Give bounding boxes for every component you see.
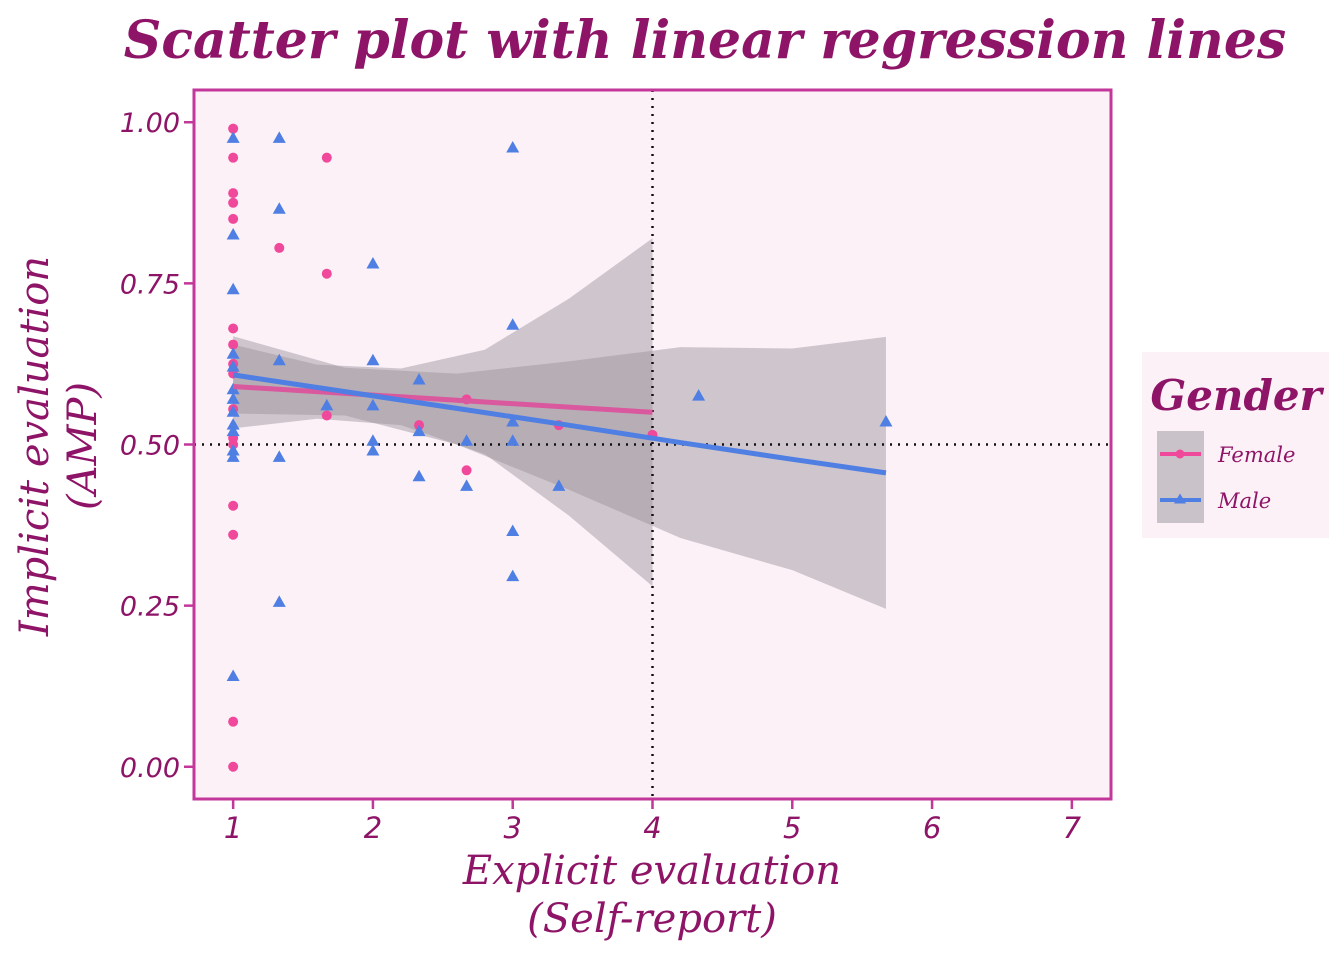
confidence-ribbon-male	[233, 336, 886, 609]
reference-lines	[194, 90, 1111, 799]
data-point-female	[228, 213, 239, 224]
data-point-female	[228, 197, 239, 208]
y-tick-label: 0.75	[120, 269, 180, 300]
confidence-ribbons	[233, 238, 886, 609]
data-point-male	[226, 282, 240, 295]
data-point-male	[692, 389, 706, 401]
data-point-male	[366, 398, 380, 411]
data-point-male	[226, 131, 240, 143]
data-point-male	[412, 469, 426, 482]
y-tick-label: 0.25	[120, 592, 180, 623]
data-point-male	[226, 443, 240, 456]
y-tick-label: 1.00	[120, 108, 180, 139]
data-point-male	[460, 434, 474, 446]
plot-panel-border	[192, 88, 1113, 801]
data-point-female	[228, 339, 239, 350]
data-point-female	[321, 152, 332, 163]
data-point-male	[272, 131, 286, 143]
data-point-male	[412, 373, 426, 385]
data-point-female	[461, 465, 472, 476]
data-point-female	[321, 268, 332, 279]
regression-lines	[232, 372, 887, 476]
data-point-male	[226, 360, 240, 372]
y-axis-title: Implicit evaluation (AMP)	[12, 256, 106, 637]
data-point-male	[506, 318, 520, 330]
data-point-female	[228, 500, 239, 511]
legend-label-male: Male	[1217, 489, 1271, 513]
data-point-female	[321, 410, 332, 421]
data-point-female	[228, 529, 239, 540]
chart-title: Scatter plot with linear regression line…	[124, 10, 1286, 71]
data-point-male	[226, 669, 240, 682]
x-tick-label: 7	[1063, 811, 1082, 845]
data-point-male	[412, 424, 426, 437]
data-point-male	[552, 479, 566, 491]
data-point-male	[879, 414, 893, 427]
data-point-male	[320, 398, 334, 411]
data-point-male	[366, 443, 380, 456]
regression-line-female	[232, 383, 653, 415]
x-tick-label: 5	[783, 811, 801, 845]
data-point-female	[274, 242, 285, 253]
data-point-male	[366, 257, 380, 269]
legend-title: Gender	[1150, 371, 1324, 420]
data-point-female	[228, 152, 239, 163]
data-point-female	[228, 761, 239, 772]
x-tick-label: 4	[643, 811, 661, 845]
data-point-female	[228, 323, 239, 334]
x-tick-label: 2	[364, 811, 382, 845]
regression-line-male	[232, 372, 887, 476]
data-point-male	[506, 434, 520, 446]
data-point-female	[228, 716, 239, 727]
data-point-male	[226, 392, 240, 404]
data-point-male	[366, 353, 380, 366]
legend-marker-female	[1175, 449, 1185, 459]
y-axis-title-line2: (AMP)	[60, 382, 106, 510]
data-point-male	[506, 569, 520, 582]
data-point-male	[272, 353, 286, 366]
data-point-male	[226, 424, 240, 437]
data-point-male	[506, 524, 520, 537]
data-point-male	[506, 414, 520, 427]
y-tick-label: 0.00	[120, 753, 180, 784]
data-point-male	[226, 450, 240, 462]
data-point-male	[506, 141, 520, 153]
x-tick-label: 1	[224, 811, 242, 845]
y-tick-label: 0.50	[120, 431, 180, 462]
male-points	[226, 131, 893, 682]
data-point-male	[226, 347, 240, 359]
legend-label-female: Female	[1217, 443, 1295, 467]
y-axis-title-line1: Implicit evaluation	[12, 256, 58, 637]
data-point-male	[226, 418, 240, 430]
data-point-male	[272, 595, 286, 607]
data-point-female	[228, 188, 239, 199]
x-tick-label: 3	[503, 811, 521, 845]
data-point-male	[226, 405, 240, 417]
x-axis: 1 2 3 4 5 6 7	[224, 800, 1082, 845]
data-point-male	[460, 479, 474, 491]
data-point-male	[272, 202, 286, 214]
x-tick-label: 6	[923, 811, 941, 845]
data-point-male	[366, 434, 380, 446]
y-axis: 0.00 0.25 0.50 0.75 1.00	[120, 108, 193, 784]
data-point-male	[272, 450, 286, 462]
x-axis-title-line1: Explicit evaluation	[462, 848, 841, 894]
legend-marker-male	[1174, 493, 1186, 504]
data-point-female	[228, 123, 239, 134]
data-point-male	[226, 228, 240, 240]
legend: Gender Female Male	[1142, 352, 1329, 538]
confidence-ribbon-female	[233, 238, 653, 587]
x-axis-title-line2: (Self-report)	[527, 896, 777, 942]
